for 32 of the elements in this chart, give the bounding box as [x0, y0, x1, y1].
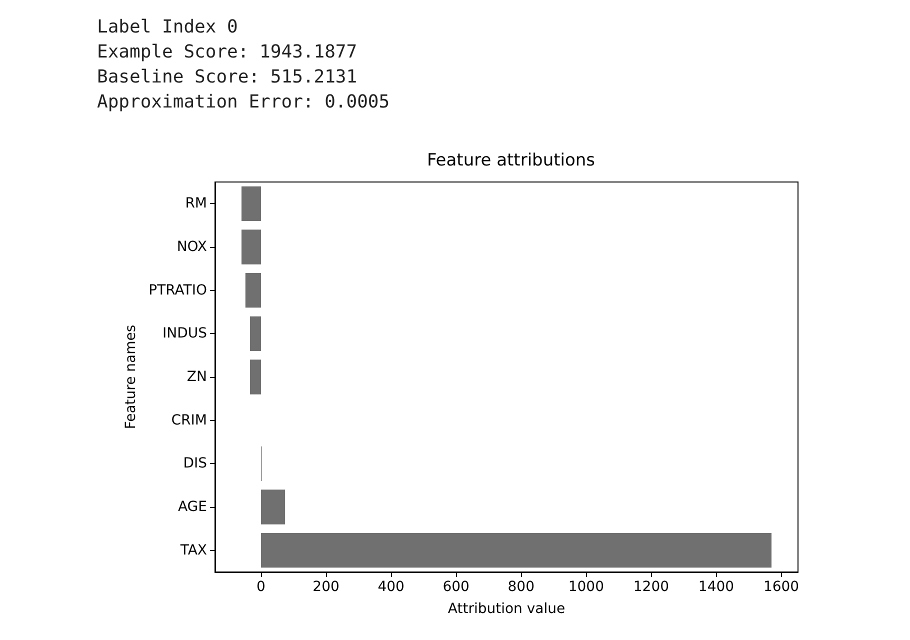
- x-tick-label: 0: [256, 579, 266, 595]
- x-tick-label: 200: [312, 579, 340, 595]
- x-tick-label: 1400: [698, 579, 734, 595]
- y-tick-label: INDUS: [162, 326, 208, 342]
- text: Approximation Error: 0.0005: [97, 92, 390, 112]
- x-tick-label: 1200: [633, 579, 670, 595]
- bar: [250, 360, 262, 394]
- x-axis-title: Attribution value: [448, 601, 566, 617]
- x-tick-label: 600: [442, 579, 470, 595]
- bar: [245, 273, 262, 308]
- y-tick-label: NOX: [176, 239, 208, 255]
- text: Example Score: 1943.1877: [97, 42, 358, 62]
- text: Label Index 0: [97, 16, 238, 38]
- bar: [261, 533, 772, 568]
- x-tick-label: 1000: [568, 579, 604, 595]
- y-tick-label: PTRATIO: [148, 282, 207, 298]
- y-tick-label: AGE: [178, 499, 207, 515]
- text: Baseline Score: 515.2131: [97, 66, 358, 88]
- y-tick-label: RM: [185, 196, 207, 212]
- x-tick-label: 1600: [763, 579, 800, 595]
- y-tick-label: DIS: [183, 456, 208, 472]
- y-tick-label: ZN: [186, 369, 207, 385]
- y-axis-title: Feature names: [122, 324, 139, 430]
- x-tick-label: 400: [378, 579, 404, 595]
- bar: [242, 230, 262, 264]
- chart-title: Feature attributions: [426, 150, 596, 170]
- bar: [242, 186, 262, 221]
- y-tick-label: TAX: [179, 542, 208, 558]
- bar: [250, 316, 262, 351]
- bar: [261, 490, 286, 524]
- x-tick-label: 800: [508, 579, 534, 595]
- y-tick-label: CRIM: [171, 412, 207, 428]
